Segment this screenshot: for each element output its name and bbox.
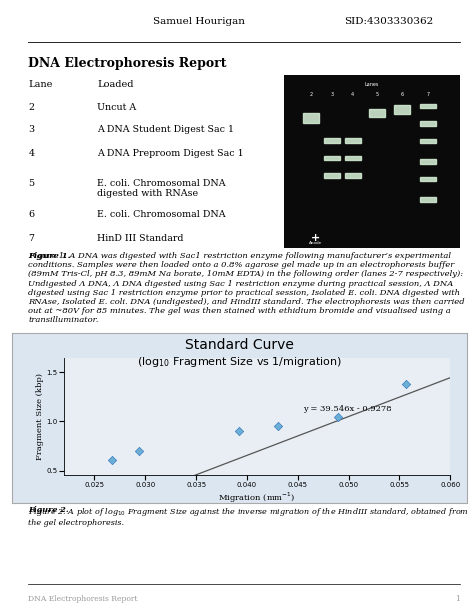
Text: Lanes: Lanes	[365, 82, 379, 87]
Text: SID:4303330362: SID:4303330362	[344, 18, 433, 26]
Bar	[345, 156, 361, 160]
Point	[235, 426, 243, 436]
Text: DNA Electrophoresis Report: DNA Electrophoresis Report	[28, 58, 227, 70]
Text: 5: 5	[376, 93, 379, 97]
Bar	[324, 173, 340, 178]
Text: (log$_{10}$ Fragment Size vs 1/migration): (log$_{10}$ Fragment Size vs 1/migration…	[137, 354, 342, 368]
Text: 5: 5	[28, 179, 35, 188]
Bar	[369, 109, 385, 117]
Text: Lane: Lane	[28, 80, 53, 89]
Text: 3: 3	[28, 125, 35, 134]
Text: 6: 6	[28, 210, 35, 219]
Point	[108, 455, 116, 465]
Text: A DNA Preproom Digest Sac 1: A DNA Preproom Digest Sac 1	[98, 150, 244, 158]
X-axis label: Migration (mm$^{-1}$): Migration (mm$^{-1}$)	[219, 490, 296, 505]
Text: HinD III Standard: HinD III Standard	[98, 234, 184, 243]
Text: 2: 2	[309, 93, 312, 97]
Text: 7: 7	[427, 93, 430, 97]
Text: 3: 3	[330, 93, 333, 97]
Bar	[394, 105, 410, 114]
Text: Samuel Hourigan: Samuel Hourigan	[153, 18, 245, 26]
Text: E. coli. Chromosomal DNA: E. coli. Chromosomal DNA	[98, 210, 226, 219]
Text: 1: 1	[455, 595, 460, 603]
Text: Figure 1.: Figure 1.	[28, 252, 71, 260]
Bar	[420, 159, 436, 164]
Point	[275, 421, 283, 431]
Point	[335, 413, 342, 422]
Text: Uncut A: Uncut A	[98, 103, 137, 112]
Y-axis label: Fragment Size (kbp): Fragment Size (kbp)	[36, 373, 44, 460]
Bar	[420, 197, 436, 202]
Bar	[420, 121, 436, 126]
Bar	[420, 104, 436, 109]
Text: 4: 4	[28, 150, 35, 158]
Text: 4: 4	[351, 93, 355, 97]
Text: Standard Curve: Standard Curve	[185, 338, 294, 352]
Point	[136, 446, 143, 456]
Bar	[345, 138, 361, 143]
Point	[402, 379, 410, 389]
Bar	[420, 177, 436, 181]
Text: 7: 7	[28, 234, 35, 243]
Text: Anode: Anode	[310, 240, 322, 245]
Text: y = 39.546x - 0.9278: y = 39.546x - 0.9278	[303, 405, 392, 413]
Text: 2: 2	[28, 103, 35, 112]
Bar	[303, 113, 319, 123]
Text: 6: 6	[401, 93, 403, 97]
Text: Figure 2.: Figure 2.	[28, 506, 69, 514]
Text: A DNA Student Digest Sac 1: A DNA Student Digest Sac 1	[98, 125, 235, 134]
Bar	[324, 156, 340, 160]
Bar	[324, 138, 340, 143]
Text: Figure 1. A DNA was digested with Sac1 restriction enzyme following manufacturer: Figure 1. A DNA was digested with Sac1 r…	[28, 252, 465, 324]
Text: +: +	[311, 232, 320, 243]
Bar	[345, 173, 361, 178]
Text: DNA Electrophoresis Report: DNA Electrophoresis Report	[28, 595, 138, 603]
Text: Loaded: Loaded	[98, 80, 134, 89]
Bar	[420, 139, 436, 143]
Text: Figure 2. A plot of log$_{10}$ Fragment Size against the inverse migration of th: Figure 2. A plot of log$_{10}$ Fragment …	[28, 506, 469, 527]
Text: E. coli. Chromosomal DNA
digested with RNAse: E. coli. Chromosomal DNA digested with R…	[98, 179, 226, 198]
